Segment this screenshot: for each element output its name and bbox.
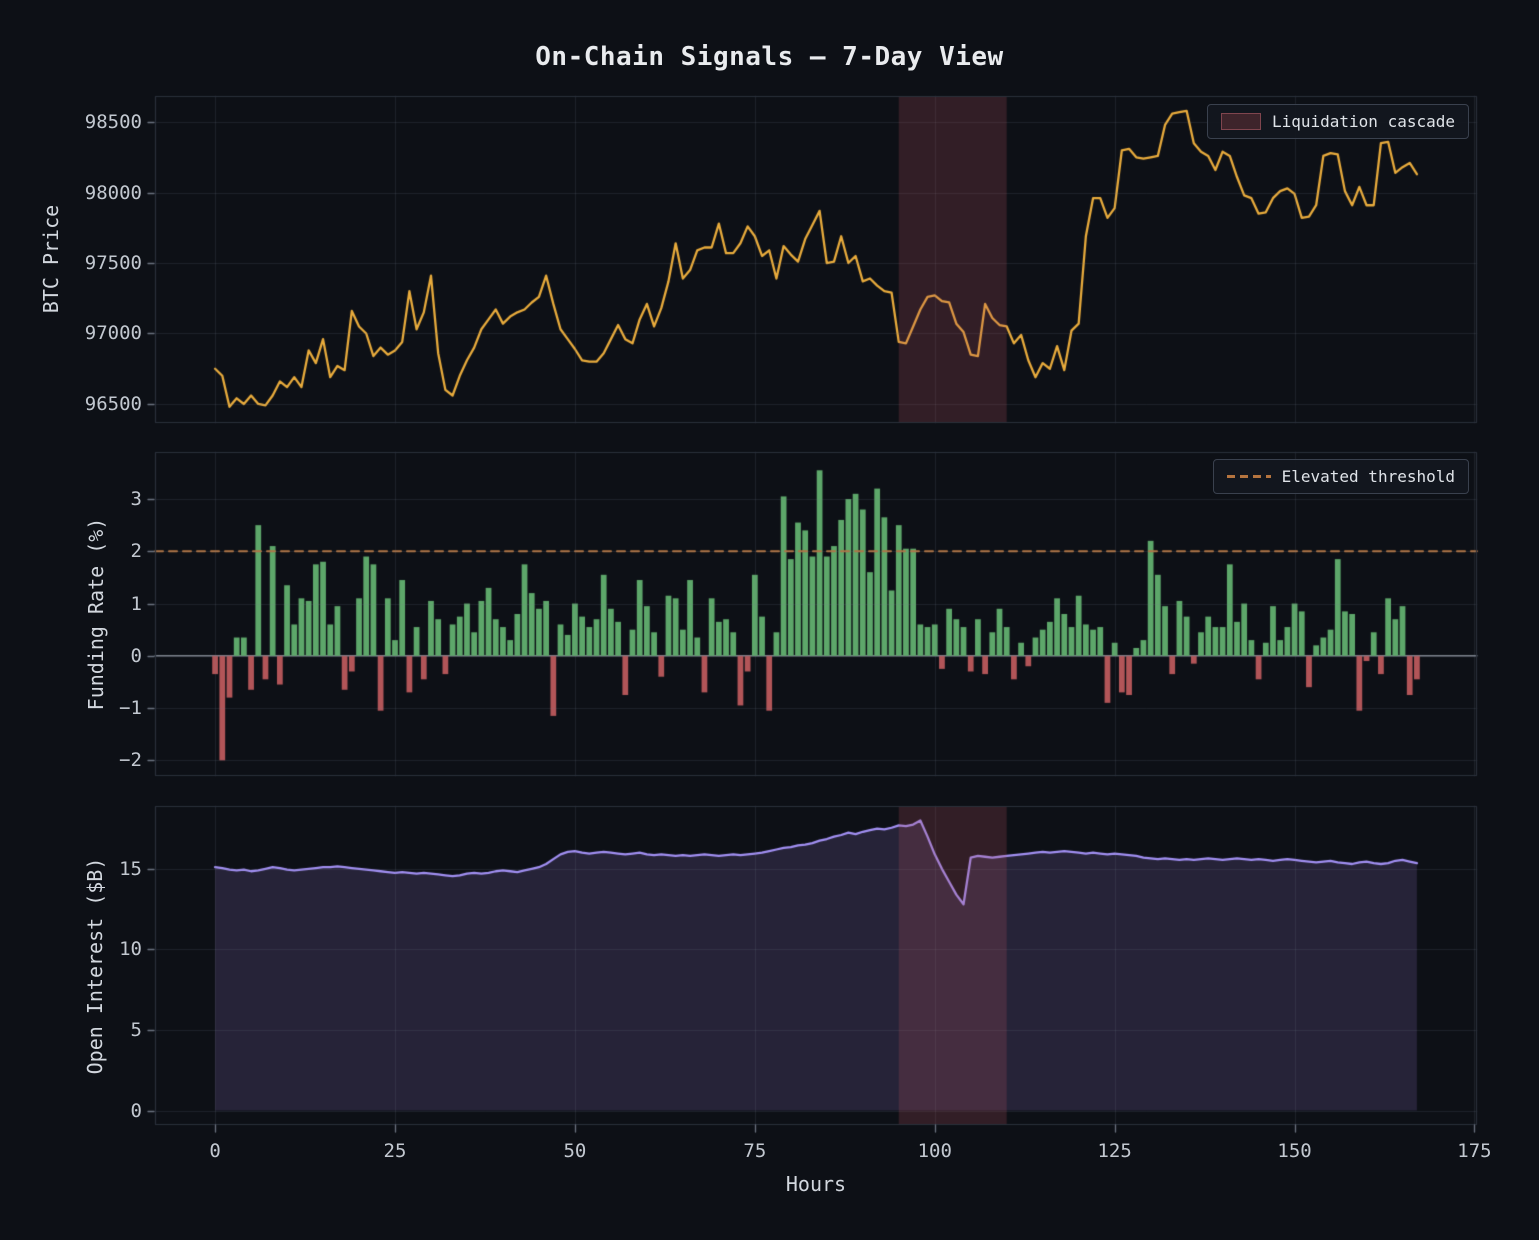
legend-liquidation-label: Liquidation cascade (1271, 112, 1455, 131)
y-tick-label: 0 (130, 644, 142, 667)
y-tick-label: −1 (119, 697, 142, 720)
y-tick-label: 98500 (84, 111, 142, 134)
y-tick-label: 97000 (84, 322, 142, 345)
legend-elevated-threshold: Elevated threshold (1212, 459, 1469, 494)
x-tick-label: 25 (383, 1140, 407, 1162)
oi-y-axis-label: Open Interest ($B) (83, 857, 107, 1075)
x-tick-label: 75 (743, 1140, 767, 1162)
x-tick-label: 0 (209, 1140, 221, 1162)
y-tick-label: 0 (130, 1099, 142, 1122)
y-tick-label: 1 (130, 592, 142, 615)
x-tick-label: 100 (917, 1140, 952, 1162)
y-tick-label: 96500 (84, 392, 142, 415)
y-tick-label: 3 (130, 488, 142, 511)
y-tick-label: 97500 (84, 252, 142, 275)
y-tick-label: 5 (130, 1018, 142, 1041)
legend-threshold-label: Elevated threshold (1281, 467, 1455, 486)
x-tick-label: 175 (1457, 1140, 1492, 1162)
y-tick-label: 10 (119, 938, 142, 961)
x-tick-label: 125 (1097, 1140, 1132, 1162)
page-title: On-Chain Signals — 7-Day View (535, 42, 1004, 72)
y-tick-label: 2 (130, 540, 142, 563)
legend-liquidation-cascade: Liquidation cascade (1206, 104, 1469, 139)
y-tick-label: 15 (119, 857, 142, 880)
x-tick-label: 150 (1277, 1140, 1312, 1162)
threshold-dash-swatch-icon (1226, 475, 1271, 478)
x-tick-label: 50 (563, 1140, 587, 1162)
x-axis-label: Hours (785, 1172, 847, 1196)
y-tick-label: 98000 (84, 181, 142, 204)
liquidation-swatch-icon (1220, 113, 1261, 130)
y-tick-label: −2 (119, 749, 142, 772)
